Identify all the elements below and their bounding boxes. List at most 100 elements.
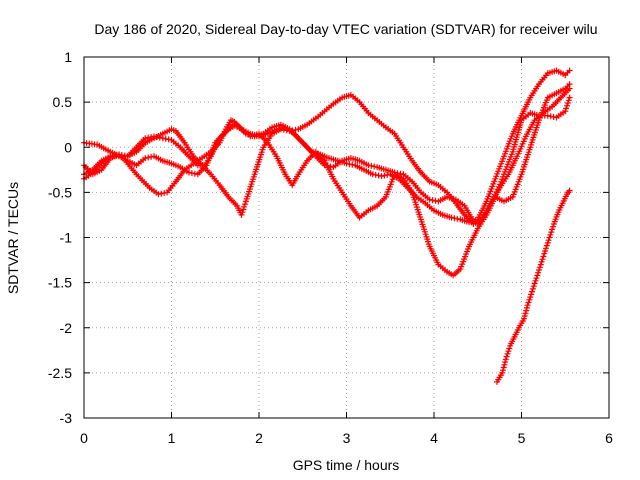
data-point (323, 160, 326, 162)
data-point (518, 327, 520, 329)
data-point (179, 146, 182, 149)
data-point (538, 83, 540, 85)
data-point (109, 157, 112, 159)
data-point (380, 175, 383, 177)
series-markers (81, 67, 573, 226)
data-point (568, 69, 571, 72)
data-point (153, 155, 155, 158)
y-axis-ticks: 1 0.5 0 -0.5 -1 -1.5 -2 -2.5 -3 (48, 49, 609, 426)
data-point (236, 205, 238, 207)
data-point (568, 189, 571, 192)
data-point (162, 137, 164, 139)
data-point (341, 96, 343, 99)
series-track-1 (81, 67, 573, 226)
data-point (496, 381, 498, 383)
data-point (529, 146, 532, 149)
data-point (555, 69, 558, 72)
data-point (306, 146, 308, 149)
data-point (253, 173, 256, 176)
data-point (472, 220, 475, 223)
data-point (92, 173, 94, 176)
data-point (127, 160, 129, 162)
data-point (555, 92, 558, 94)
x-tick-label: 4 (430, 430, 438, 446)
data-point (306, 160, 308, 162)
data-point (507, 173, 510, 176)
data-point (424, 202, 427, 204)
data-point (446, 271, 448, 273)
data-point (531, 290, 533, 293)
data-point (411, 191, 413, 194)
data-point (485, 209, 488, 212)
data-point (505, 358, 507, 361)
data-point (262, 146, 265, 149)
data-point (433, 209, 435, 212)
data-point (520, 322, 523, 325)
data-point (341, 191, 343, 194)
data-point (354, 164, 357, 167)
data-point (297, 128, 300, 130)
data-point (144, 157, 147, 159)
data-point (240, 214, 243, 216)
data-point (188, 171, 190, 174)
data-point (564, 74, 567, 76)
data-point (157, 193, 160, 195)
data-point (341, 160, 343, 162)
data-point (170, 128, 173, 130)
data-point (529, 112, 532, 114)
data-point (100, 162, 103, 165)
data-point (402, 146, 405, 149)
data-point (175, 130, 177, 132)
data-point (564, 110, 567, 112)
data-point (245, 200, 247, 203)
data-point (367, 112, 370, 114)
data-point (345, 162, 348, 165)
data-point (446, 196, 448, 198)
data-point (275, 155, 278, 158)
data-point (297, 137, 300, 139)
data-point (376, 119, 378, 121)
data-point (512, 196, 514, 198)
data-point (557, 211, 560, 213)
data-point (441, 214, 444, 216)
data-point (535, 277, 538, 279)
data-series (81, 67, 573, 385)
data-point (553, 223, 555, 225)
data-point (179, 166, 182, 168)
data-point (503, 173, 505, 176)
data-point (236, 123, 238, 126)
data-point (358, 216, 361, 219)
data-point (280, 123, 282, 126)
data-point (533, 119, 536, 121)
data-point (118, 153, 120, 156)
data-point (233, 121, 236, 123)
data-point (450, 216, 453, 219)
data-point (385, 169, 387, 171)
data-point (192, 155, 195, 158)
data-point (376, 166, 378, 168)
data-point (144, 137, 147, 139)
y-tick-label: -0.5 (48, 184, 72, 200)
data-point (560, 96, 562, 99)
data-point (367, 164, 370, 167)
data-point (315, 117, 317, 120)
data-point (100, 169, 103, 171)
data-point (371, 173, 374, 176)
data-point (350, 205, 352, 207)
data-point (561, 202, 564, 204)
data-point (323, 164, 326, 167)
data-point (210, 173, 212, 176)
data-point (367, 209, 370, 212)
data-point (501, 372, 504, 374)
data-point (297, 173, 300, 176)
data-point (520, 114, 523, 117)
data-point (548, 236, 551, 239)
data-point (170, 139, 173, 141)
data-point (437, 200, 440, 203)
data-point (332, 103, 335, 105)
data-point (512, 151, 514, 153)
data-point (170, 162, 173, 165)
y-tick-label: 0.5 (53, 94, 73, 110)
data-point (332, 178, 335, 180)
